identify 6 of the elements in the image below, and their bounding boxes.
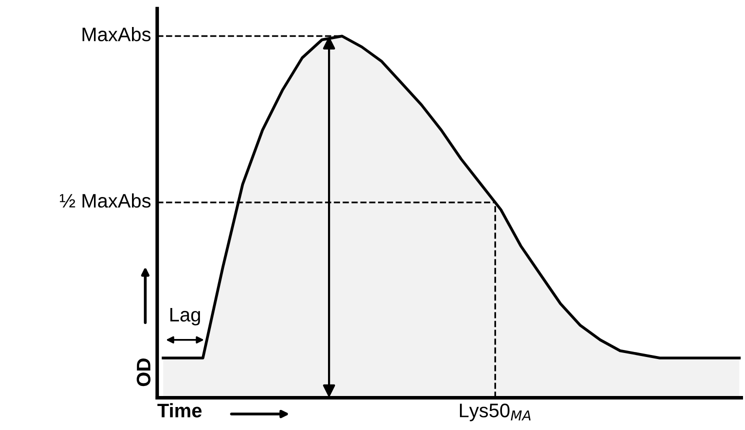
annotation: Lag — [170, 308, 200, 326]
ref-line-label: MaxAbs — [82, 27, 151, 42]
y-axis-title: OD — [136, 358, 150, 386]
text: Lys50$_{MA}$ — [460, 404, 531, 422]
ref-line-label: ½ MaxAbs — [60, 193, 151, 208]
x-axis-title: Time — [157, 403, 202, 418]
